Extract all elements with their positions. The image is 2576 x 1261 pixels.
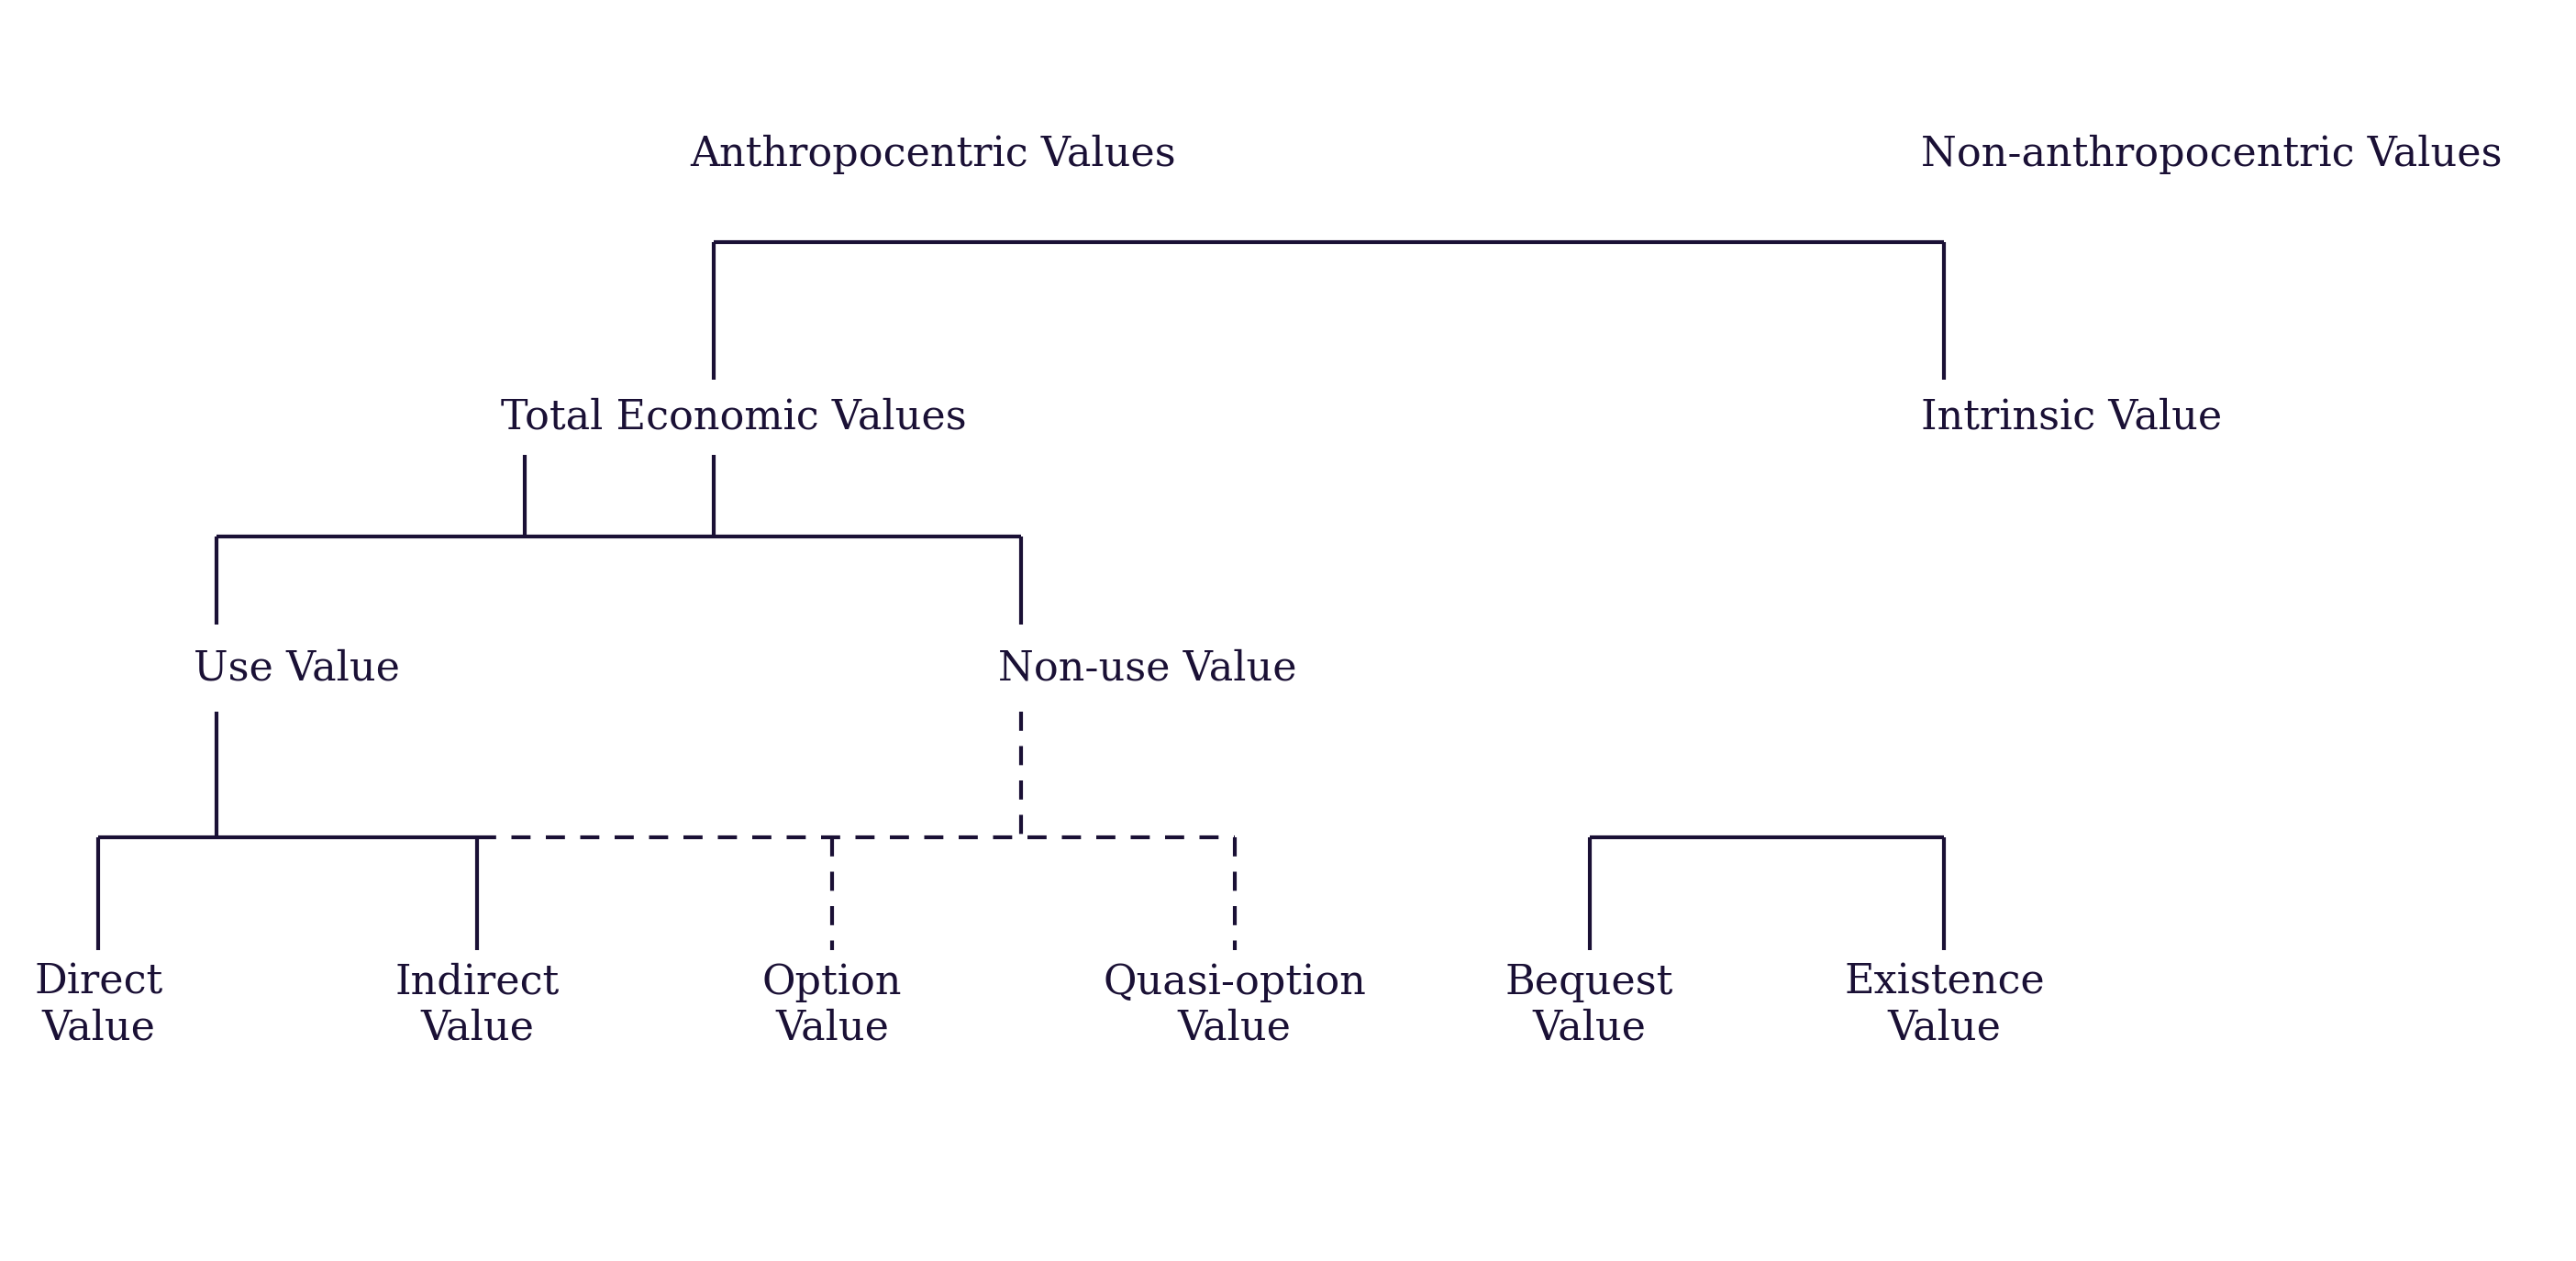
Text: Quasi-option
Value: Quasi-option Value: [1103, 962, 1365, 1048]
Text: Anthropocentric Values: Anthropocentric Values: [690, 135, 1177, 174]
Text: Use Value: Use Value: [193, 648, 399, 689]
Text: Direct
Value: Direct Value: [33, 962, 162, 1048]
Text: Bequest
Value: Bequest Value: [1504, 962, 1674, 1048]
Text: Non-use Value: Non-use Value: [997, 648, 1296, 689]
Text: Indirect
Value: Indirect Value: [394, 962, 559, 1048]
Text: Non-anthropocentric Values: Non-anthropocentric Values: [1922, 135, 2501, 174]
Text: Option
Value: Option Value: [762, 962, 902, 1048]
Text: Total Economic Values: Total Economic Values: [500, 397, 966, 438]
Text: Intrinsic Value: Intrinsic Value: [1922, 397, 2223, 438]
Text: Existence
Value: Existence Value: [1844, 962, 2045, 1048]
